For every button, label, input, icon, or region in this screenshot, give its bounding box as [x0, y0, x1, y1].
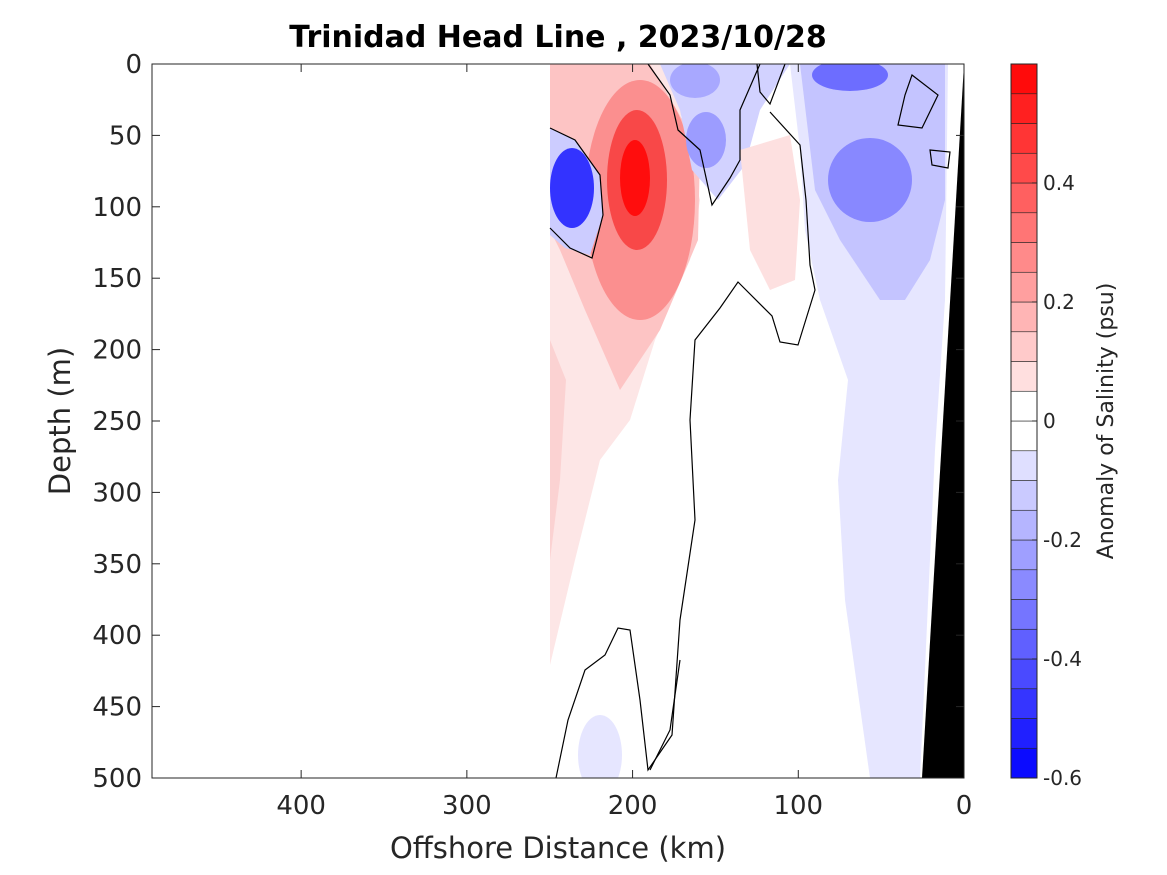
- positive-anomaly-shelf: [740, 135, 800, 290]
- negative-anomaly-coastal-deep: [828, 138, 912, 222]
- negative-anomaly-west-inner: [550, 148, 594, 228]
- zero-contour-mid-column: [756, 64, 786, 106]
- plot-area: [549, 64, 964, 778]
- x-tick-label: 0: [956, 791, 973, 821]
- zero-contour-deep-loop: [649, 659, 681, 771]
- y-tick-label: 150: [92, 264, 142, 294]
- y-tick-label: 300: [92, 478, 142, 508]
- y-tick-label: 0: [125, 50, 142, 80]
- colorbar-bin: [1010, 658, 1038, 690]
- colorbar-tick-labels: 0.4 0.2 0 -0.2 -0.4 -0.6: [1032, 171, 1082, 790]
- colorbar-bin: [1010, 569, 1038, 600]
- y-tick-label: 400: [92, 621, 142, 651]
- colorbar-bin: [1010, 718, 1038, 749]
- colorbar-tick-label: 0.2: [1043, 290, 1075, 314]
- zero-contour-main: [647, 64, 761, 207]
- x-axis-label: Offshore Distance (km): [390, 831, 726, 865]
- x-tick-marks: [300, 64, 965, 778]
- colorbar-bin: [1010, 93, 1038, 124]
- y-tick-label: 250: [92, 407, 142, 437]
- colorbar-bin: [1010, 242, 1038, 273]
- zero-contour-coastal: [897, 74, 939, 129]
- colorbar-bin: [1010, 182, 1038, 214]
- colorbar-bin: [1010, 688, 1038, 719]
- x-tick-label: 400: [276, 791, 326, 821]
- negative-anomaly-bottom-patch: [578, 715, 622, 778]
- colorbar: [1010, 63, 1038, 779]
- colorbar-bin: [1010, 63, 1038, 95]
- x-tick-labels: 400 300 200 100 0: [276, 791, 972, 821]
- colorbar-bin: [1010, 539, 1038, 571]
- colorbar-tick-label: 0: [1043, 409, 1056, 433]
- x-tick-label: 300: [442, 791, 492, 821]
- colorbar-bin: [1010, 450, 1038, 481]
- x-tick-label: 100: [773, 791, 823, 821]
- colorbar-bin: [1010, 271, 1038, 303]
- positive-anomaly-west-strip: [550, 340, 566, 560]
- colorbar-tick-label: -0.4: [1043, 647, 1082, 671]
- positive-anomaly-core-max: [620, 140, 650, 216]
- y-tick-label: 200: [92, 336, 142, 366]
- bathymetry-mask: [922, 64, 964, 778]
- y-tick-labels: 0 50 100 150 200 250 300 350 400 450 500: [92, 50, 142, 794]
- colorbar-bin: [1010, 420, 1038, 452]
- y-tick-label: 450: [92, 693, 142, 723]
- zero-contour-west-core: [549, 127, 604, 259]
- x-tick-label: 200: [608, 791, 658, 821]
- negative-anomaly-upper-mid-core: [686, 112, 726, 168]
- colorbar-bin: [1010, 747, 1038, 779]
- colorbar-bin: [1010, 152, 1038, 184]
- colorbar-bin: [1010, 628, 1038, 660]
- zero-contours: [549, 64, 951, 778]
- colorbar-bin: [1010, 599, 1038, 630]
- colorbar-bin: [1010, 331, 1038, 362]
- anomaly-field: [550, 64, 948, 778]
- colorbar-bin: [1010, 212, 1038, 243]
- zero-contour-shelf: [555, 111, 816, 778]
- colorbar-bin: [1010, 480, 1038, 511]
- colorbar-bin: [1010, 301, 1038, 333]
- colorbar-bin: [1010, 361, 1038, 392]
- y-tick-label: 500: [92, 764, 142, 794]
- y-tick-label: 100: [92, 193, 142, 223]
- y-tick-label: 50: [109, 121, 142, 151]
- colorbar-bin: [1010, 390, 1038, 422]
- chart-title: Trinidad Head Line , 2023/10/28: [289, 20, 826, 55]
- y-tick-label: 350: [92, 550, 142, 580]
- colorbar-bin: [1010, 509, 1038, 541]
- colorbar-label: Anomaly of Salinity (psu): [1094, 283, 1119, 560]
- zero-contour-coastal-small: [929, 149, 951, 169]
- negative-anomaly-upper-mid-surface: [670, 64, 720, 98]
- y-tick-marks: [152, 63, 964, 779]
- colorbar-tick-label: -0.6: [1043, 766, 1082, 790]
- colorbar-tick-label: -0.2: [1043, 528, 1082, 552]
- colorbar-tick-label: 0.4: [1043, 171, 1075, 195]
- colorbar-bin: [1010, 123, 1038, 154]
- negative-anomaly-coastal-surface: [812, 64, 888, 91]
- y-axis-label: Depth (m): [43, 347, 77, 495]
